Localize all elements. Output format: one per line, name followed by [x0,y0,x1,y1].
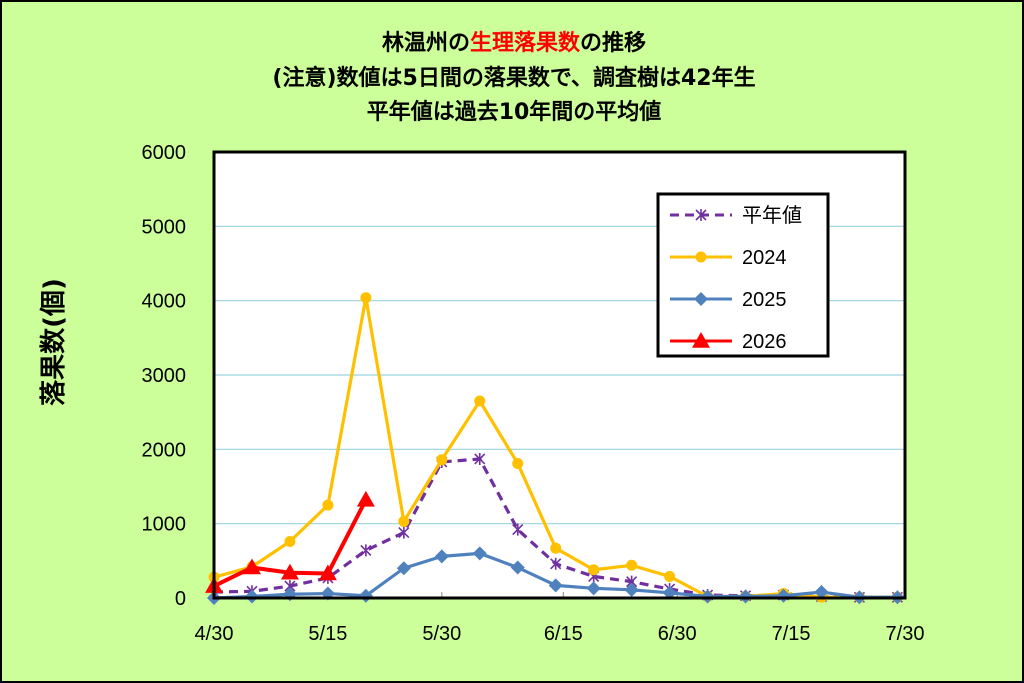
data-point [360,544,372,557]
title-segment: 平年値は過去10年間の平均値 [367,99,662,125]
title-segment: の推移 [580,30,646,56]
legend-item: 2026 [670,331,787,353]
y-tick-label: 5000 [142,216,187,238]
data-point [360,292,372,304]
title-segment: 林温州の [382,31,470,56]
x-axis-ticks: 4/30 5/15 5/30 6/15 6/30 7/15 7/30 [195,623,925,645]
legend-item: 2024 [670,247,787,269]
x-tick-label: 6/15 [544,623,583,645]
x-tick-label: 7/15 [772,623,811,645]
series-layer [205,292,905,605]
chart-title: 林温州の生理落果数の推移 (注意)数値は5日間の落果数で、調査樹は42年生平年値は… [272,30,755,125]
data-point [550,557,562,570]
data-point [280,563,299,580]
x-tick-label: 5/30 [422,623,461,645]
data-point [588,564,600,576]
title-line-2: (注意)数値は5日間の落果数で、調査樹は42年生 [272,65,755,91]
plot-border [212,150,907,600]
legend-label: 2026 [742,331,787,353]
data-point [396,561,411,576]
legend-marker [694,292,708,306]
legend-label: 2025 [742,289,787,311]
title-segment: 生理落果数 [470,30,581,56]
y-tick-label: 0 [175,588,186,610]
data-point [662,585,677,600]
data-point [434,549,449,564]
data-point [284,536,296,548]
series-2 [207,546,905,605]
series-3 [205,490,375,593]
y-axis-label: 落果数(個) [39,278,69,406]
data-point [472,546,487,561]
y-tick-label: 4000 [142,291,187,313]
title-line-1: 林温州の生理落果数の推移 [382,30,646,56]
data-point [548,578,563,593]
y-tick-label: 2000 [142,439,187,461]
legend-marker [695,251,707,263]
data-point [474,395,486,407]
data-point [626,559,638,571]
data-point [814,585,829,600]
data-point [398,515,410,527]
y-axis-ticks: 0 1000 2000 3000 4000 5000 6000 [142,142,187,610]
data-point [586,581,601,596]
data-point [242,558,261,575]
legend-marker [695,209,707,221]
legend: 平年値 2024 2025 2026 [656,192,830,358]
data-point [624,582,639,597]
legend-label: 2024 [742,247,787,269]
x-tick-label: 4/30 [195,623,234,645]
data-point [356,490,375,507]
y-tick-label: 6000 [142,142,187,164]
title-line-3: 平年値は過去10年間の平均値 [367,99,662,125]
data-point [474,452,486,465]
data-point [512,457,524,469]
data-point [436,454,448,466]
y-tick-label: 1000 [142,514,187,536]
x-tick-label: 7/30 [886,623,925,645]
data-point [318,564,337,581]
legend-marker [692,332,710,348]
data-point [550,542,562,554]
data-point [512,523,524,536]
data-point [664,570,676,582]
data-point [322,499,334,511]
data-point [398,526,410,539]
legend-item: 平年値 [670,204,802,227]
legend-label: 平年値 [742,204,802,227]
data-point [510,560,525,575]
y-tick-label: 3000 [142,365,187,387]
title-segment: (注意)数値は5日間の落果数で、調査樹は42年生 [272,65,755,91]
legend-box [656,192,830,358]
x-tick-label: 6/30 [658,623,697,645]
legend-item: 2025 [670,289,787,311]
x-tick-label: 5/15 [308,623,347,645]
